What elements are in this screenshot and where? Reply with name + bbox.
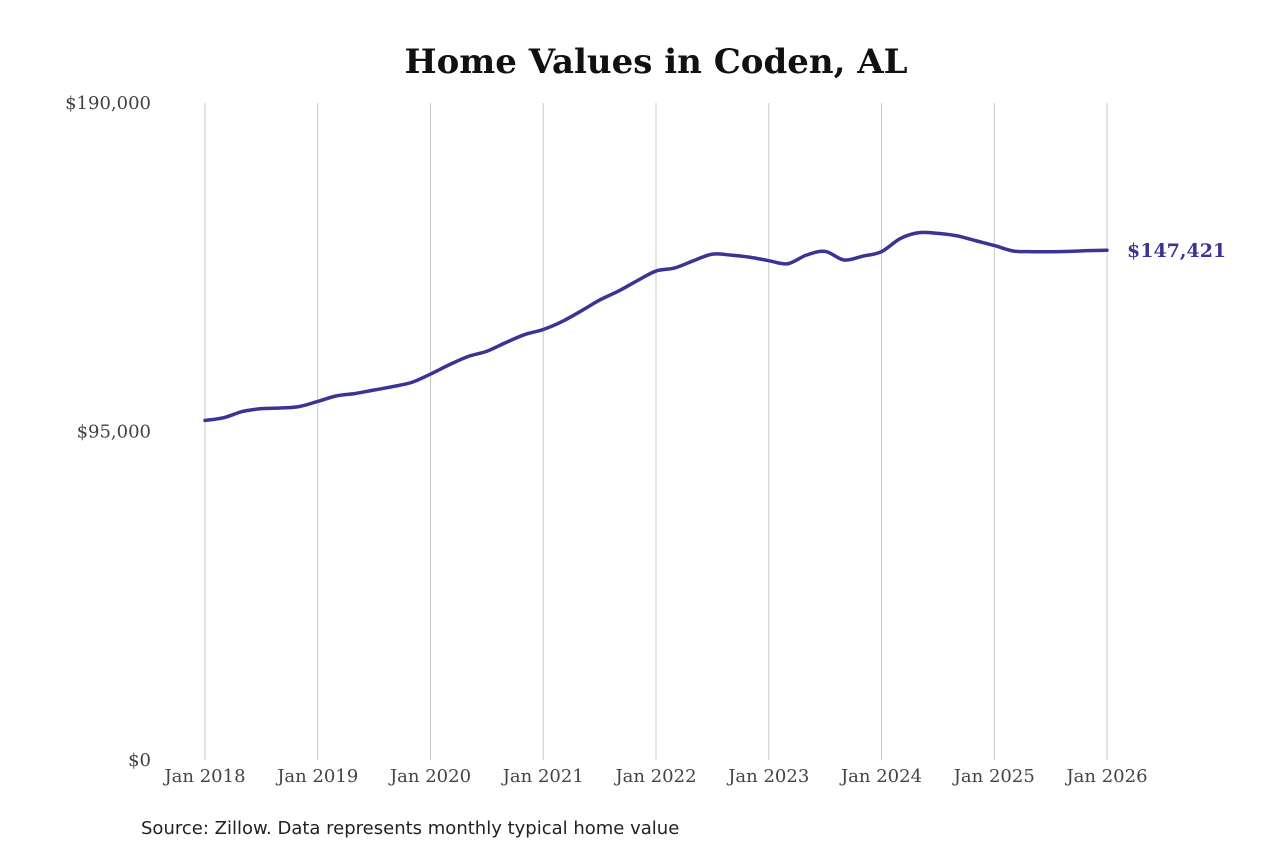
y-tick-label: $95,000 <box>77 422 151 443</box>
source-note: Source: Zillow. Data represents monthly … <box>141 818 679 839</box>
series-line-home-value <box>203 230 1109 423</box>
x-tick-label: Jan 2023 <box>726 766 809 787</box>
x-tick-label: Jan 2020 <box>388 766 471 787</box>
x-tick-label: Jan 2025 <box>952 766 1035 787</box>
chart-title: Home Values in Coden, AL <box>404 42 907 82</box>
gridlines <box>204 103 1108 760</box>
y-tick-label: $190,000 <box>65 93 151 114</box>
end-value-label: $147,421 <box>1127 240 1226 262</box>
x-tick-label: Jan 2019 <box>275 766 358 787</box>
x-tick-label: Jan 2026 <box>1064 766 1147 787</box>
x-axis-ticks: Jan 2018 Jan 2019 Jan 2020 Jan 2021 Jan 2022… <box>162 766 1147 787</box>
y-tick-label: $0 <box>128 750 151 771</box>
x-tick-label: Jan 2018 <box>162 766 245 787</box>
x-tick-label: Jan 2022 <box>613 766 696 787</box>
x-tick-label: Jan 2021 <box>501 766 584 787</box>
x-tick-label: Jan 2024 <box>839 766 922 787</box>
y-axis-ticks: $190,000 $95,000 $0 <box>65 93 151 771</box>
